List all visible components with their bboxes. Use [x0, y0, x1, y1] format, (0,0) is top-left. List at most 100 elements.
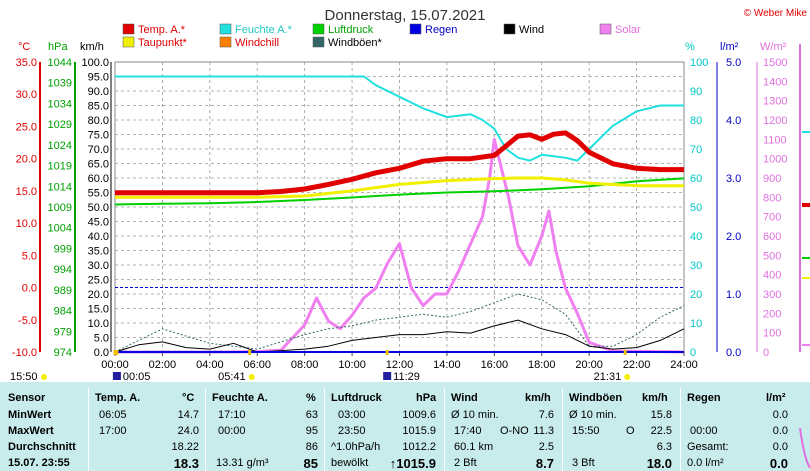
sun-icon — [248, 374, 255, 380]
axis-tick-label: 0.0 — [726, 347, 741, 359]
x-tick-label: 08:00 — [291, 359, 319, 371]
axis-tick-label: 10.0 — [16, 218, 37, 230]
legend-label: Feuchte A.* — [235, 24, 293, 36]
gust-avg: 6.3 — [656, 441, 672, 453]
axis-tick-label: 25.0 — [16, 121, 37, 133]
axis-tick-label: 90.0 — [88, 86, 109, 98]
weather-chart: Donnerstag, 15.07.2021 © Weber Mike Temp… — [10, 7, 810, 382]
chart-axes: 35.0 30.0 25.0 20.0 15.0 10.0 5.0 0.0 -5.0 -10.0 1… — [12, 57, 788, 371]
axis-tick-label: 25.0 — [88, 275, 109, 287]
wind-bft: 2 Bft — [454, 457, 477, 469]
legend-swatch — [122, 23, 135, 35]
axis-tick-label: 979 — [54, 326, 72, 338]
series-windb-en — [114, 293, 685, 353]
axis-tick-label: 1029 — [48, 119, 72, 131]
axis-tick-label: 400 — [763, 270, 781, 282]
axis-tick-label: 1009 — [48, 202, 72, 214]
gust-current: 18.0 — [646, 456, 672, 471]
wind-title: Wind — [451, 392, 478, 404]
legend-label: Taupunkt* — [138, 37, 188, 49]
rain-hour: 0.0 l/m² — [687, 457, 724, 469]
marker-dot — [41, 374, 47, 380]
series-solar — [115, 137, 685, 354]
legend-label: Solar — [615, 24, 641, 36]
chart-legend: Temp. A.* Feuchte A.* Luftdruck Regen Wind So… — [122, 23, 641, 49]
axis-tick-label: 1000 — [763, 154, 787, 166]
row-label-current: 15.07. 23:55 — [8, 457, 70, 469]
axis-tick-label: 5.0 — [22, 250, 37, 262]
wind-max-time: 17:40 — [454, 425, 482, 437]
axis-tick-label: 1044 — [48, 57, 72, 69]
axis-tick-label: 994 — [54, 264, 72, 276]
temp-current: 18.3 — [173, 456, 199, 471]
rain-total: 0.0 — [772, 441, 788, 453]
axis-tick-label: 900 — [763, 173, 781, 185]
rain-max: 0.0 — [772, 425, 788, 437]
series-taupunkt — [115, 176, 684, 199]
temp-title: Temp. A. — [95, 392, 141, 404]
axis-tick-label: 0.0 — [22, 283, 37, 295]
axis-tick-label: 1034 — [48, 98, 72, 110]
wind-avg: 2.5 — [538, 441, 554, 453]
axis-tick-label: 0 — [690, 347, 696, 359]
press-max: 1015.9 — [402, 425, 436, 437]
marker-label: 11:29 — [393, 371, 420, 382]
wind-min: 7.6 — [538, 409, 554, 421]
legend-label: Regen — [425, 24, 457, 36]
axis-tick-label: 0 — [763, 347, 769, 359]
hum-title: Feuchte A. — [212, 392, 268, 404]
axis-tick-label: 30.0 — [16, 89, 37, 101]
press-title: Luftdruck — [331, 392, 382, 404]
legend-swatch — [122, 36, 135, 48]
axis-tick-label: 50.0 — [88, 202, 109, 214]
x-tick-label: 14:00 — [433, 359, 461, 371]
chart-title: Donnerstag, 15.07.2021 — [325, 7, 486, 24]
press-unit: hPa — [416, 392, 437, 404]
row-label-sensor: Sensor — [8, 392, 46, 404]
press-min: 1009.6 — [402, 409, 436, 421]
axis-tick-label: 5.0 — [94, 333, 109, 345]
axis-tick-label: 1004 — [48, 223, 72, 235]
axis-tick-label: 100 — [690, 57, 708, 69]
x-tick-label: 20:00 — [575, 359, 603, 371]
legend-label: Wind — [519, 24, 544, 36]
x-tick-label: 04:00 — [196, 359, 224, 371]
axis-tick-label: 35.0 — [16, 57, 37, 69]
axis-tick-label: 989 — [54, 285, 72, 297]
axis-tick-label: 0.0 — [94, 347, 109, 359]
axis-tick-label: 1200 — [763, 115, 787, 127]
wind-max-dir: O-NO — [500, 425, 529, 437]
axis-tick-label: 60 — [690, 173, 702, 185]
hum-abs: 13.31 g/m³ — [216, 457, 269, 469]
axis-tick-label: 85.0 — [88, 101, 109, 113]
x-tick-label: 10:00 — [338, 359, 366, 371]
temp-avg: 18.22 — [171, 441, 199, 453]
wind-min-label: Ø 10 min. — [451, 409, 499, 421]
row-label-avg: Durchschnitt — [8, 441, 76, 453]
x-tick-label: 24:00 — [670, 359, 698, 371]
axis-tick-label: 10 — [690, 318, 702, 330]
axis-tick-label: 10.0 — [88, 318, 109, 330]
axis-tick-label: 40.0 — [88, 231, 109, 243]
legend-swatch — [503, 23, 516, 35]
axis-tick-label: 4.0 — [726, 115, 741, 127]
wind-current: 8.7 — [535, 456, 554, 471]
temp-min-time: 06:05 — [99, 409, 127, 421]
temp-min: 14.7 — [177, 409, 199, 421]
axis-tick-label: 1500 — [763, 57, 787, 69]
legend-swatch — [312, 23, 325, 35]
gust-unit: km/h — [642, 392, 668, 404]
legend-label: Luftdruck — [328, 24, 374, 36]
axis-tick-label: 200 — [763, 308, 781, 320]
axis-tick-label: 50 — [690, 202, 702, 214]
gust-min: 15.8 — [650, 409, 672, 421]
axis-tick-label: 2.0 — [726, 231, 741, 243]
wind-distance: 60.1 km — [454, 441, 494, 453]
x-tick-label: 06:00 — [243, 359, 271, 371]
rain-max-time: 00:00 — [690, 425, 718, 437]
axis-tick-label: 75.0 — [88, 130, 109, 142]
temp-max: 24.0 — [177, 425, 199, 437]
press-max-time: 23:50 — [338, 425, 366, 437]
series-temp-a — [115, 130, 684, 196]
marker-label: 05:41 — [218, 371, 246, 382]
